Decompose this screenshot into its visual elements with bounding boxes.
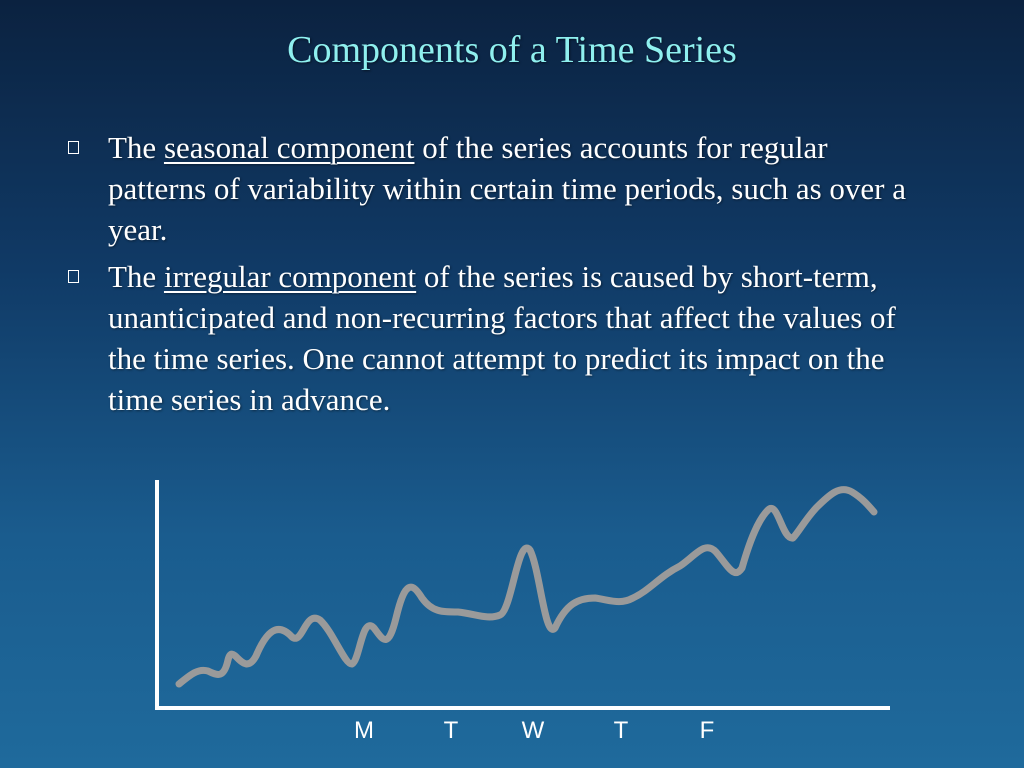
x-tick-label: W [522,717,545,744]
series-line [175,486,878,688]
bullet-irregular: The irregular component of the series is… [68,256,928,420]
bullet-text-body: of the series is caused by short-term, u… [108,259,896,417]
bullet-text-body: of the series accounts for regular patte… [108,130,907,247]
bullet-seasonal: The seasonal component of the series acc… [68,127,928,250]
bullet-square-icon [68,270,79,283]
term-seasonal-component: seasonal component [163,130,415,165]
bullet-text-prefix: The [108,259,164,294]
x-tick-label: T [614,717,629,744]
term-irregular-component: irregular component [163,259,417,294]
x-tick-label: F [700,717,715,744]
x-tick-label: T [444,717,459,744]
slide-title: Components of a Time Series [287,29,737,71]
x-tick-label: M [354,717,374,744]
bullet-list: The seasonal component of the series acc… [68,127,928,426]
bullet-square-icon [68,141,79,154]
bullet-text-prefix: The [108,130,164,165]
